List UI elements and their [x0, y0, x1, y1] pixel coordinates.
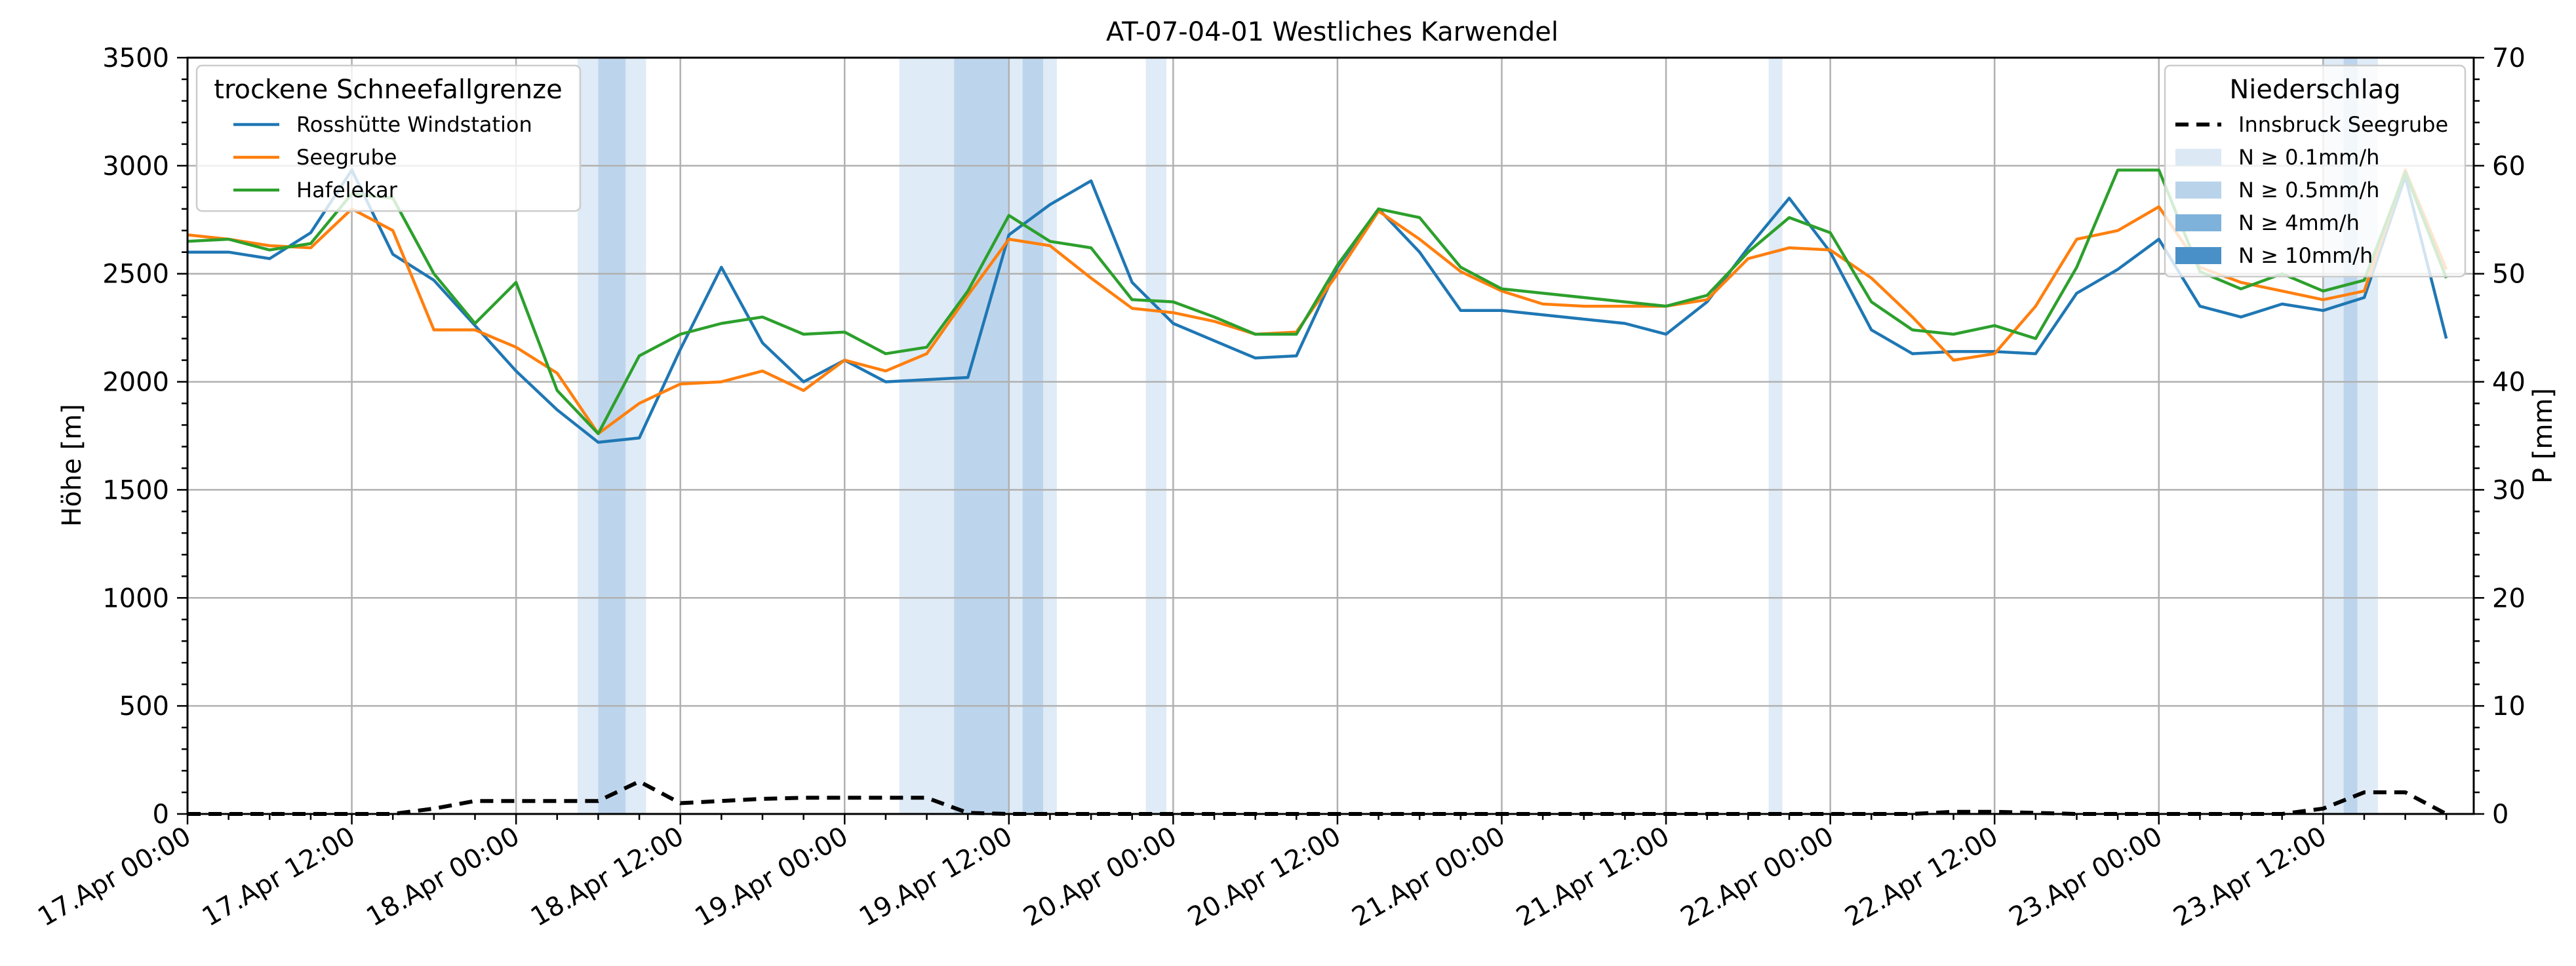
precip-band: [1768, 58, 1783, 814]
legend-snowfall: trockene Schneefallgrenze Rosshütte Winds…: [195, 64, 582, 212]
y2-tick-label: 50: [2492, 260, 2526, 290]
plot-frame: [186, 56, 2475, 815]
y2-tick-label: 60: [2492, 151, 2526, 182]
legend-label: Innsbruck Seegrube: [2238, 112, 2448, 137]
legend-box: [195, 64, 582, 212]
legend-precipitation: Niederschlag Innsbruck Seegrube N ≥ 0.1mm/…: [2164, 64, 2467, 278]
y-tick-label: 3000: [102, 151, 169, 182]
y2-tick-label: 10: [2492, 691, 2526, 722]
legend-title: trockene Schneefallgrenze: [214, 75, 562, 105]
legend-swatch: [2175, 214, 2221, 231]
series-line-hafelekar: [187, 168, 2448, 435]
precip-band: [1022, 58, 1044, 814]
y2-axis-label: P [mm]: [2528, 388, 2558, 484]
precip-band: [598, 58, 626, 814]
legend-label: Hafelekar: [296, 178, 398, 203]
legend-swatch: [2175, 149, 2221, 166]
y2-tick-label: 30: [2492, 475, 2526, 505]
y-tick-label: 3500: [102, 43, 169, 73]
precip-band: [954, 58, 1009, 814]
series-line-rossh-tte-windstation: [188, 168, 2448, 444]
y-axis-label: Höhe [m]: [57, 404, 87, 526]
legend-label: N ≥ 0.1mm/h: [2238, 145, 2379, 170]
legend-swatch: [2175, 182, 2221, 199]
y-tick-label: 1000: [102, 583, 169, 613]
chart-title: AT-07-04-01 Westliches Karwendel: [1106, 17, 1558, 47]
y2-tick-label: 0: [2492, 800, 2508, 830]
legend-title: Niederschlag: [2229, 75, 2400, 105]
y2-tick-label: 70: [2492, 43, 2526, 73]
y2-tick-label: 40: [2492, 368, 2526, 398]
precip-band: [1145, 58, 1166, 814]
y-tick-label: 500: [119, 691, 169, 722]
y2-tick-label: 20: [2492, 583, 2526, 613]
y-tick-label: 2500: [102, 260, 169, 290]
legend-label: Seegrube: [296, 145, 397, 170]
legend-label: N ≥ 10mm/h: [2238, 243, 2373, 268]
series-line-seegrube: [187, 168, 2448, 435]
legend-label: N ≥ 0.5mm/h: [2238, 178, 2379, 203]
y-tick-label: 1500: [102, 475, 169, 505]
y-tick-label: 0: [153, 800, 169, 830]
legend-label: Rosshütte Windstation: [296, 112, 532, 137]
legend-box: [2164, 64, 2467, 278]
y-tick-label: 2000: [102, 368, 169, 398]
legend-swatch: [2175, 247, 2221, 264]
legend-label: N ≥ 4mm/h: [2238, 210, 2360, 235]
